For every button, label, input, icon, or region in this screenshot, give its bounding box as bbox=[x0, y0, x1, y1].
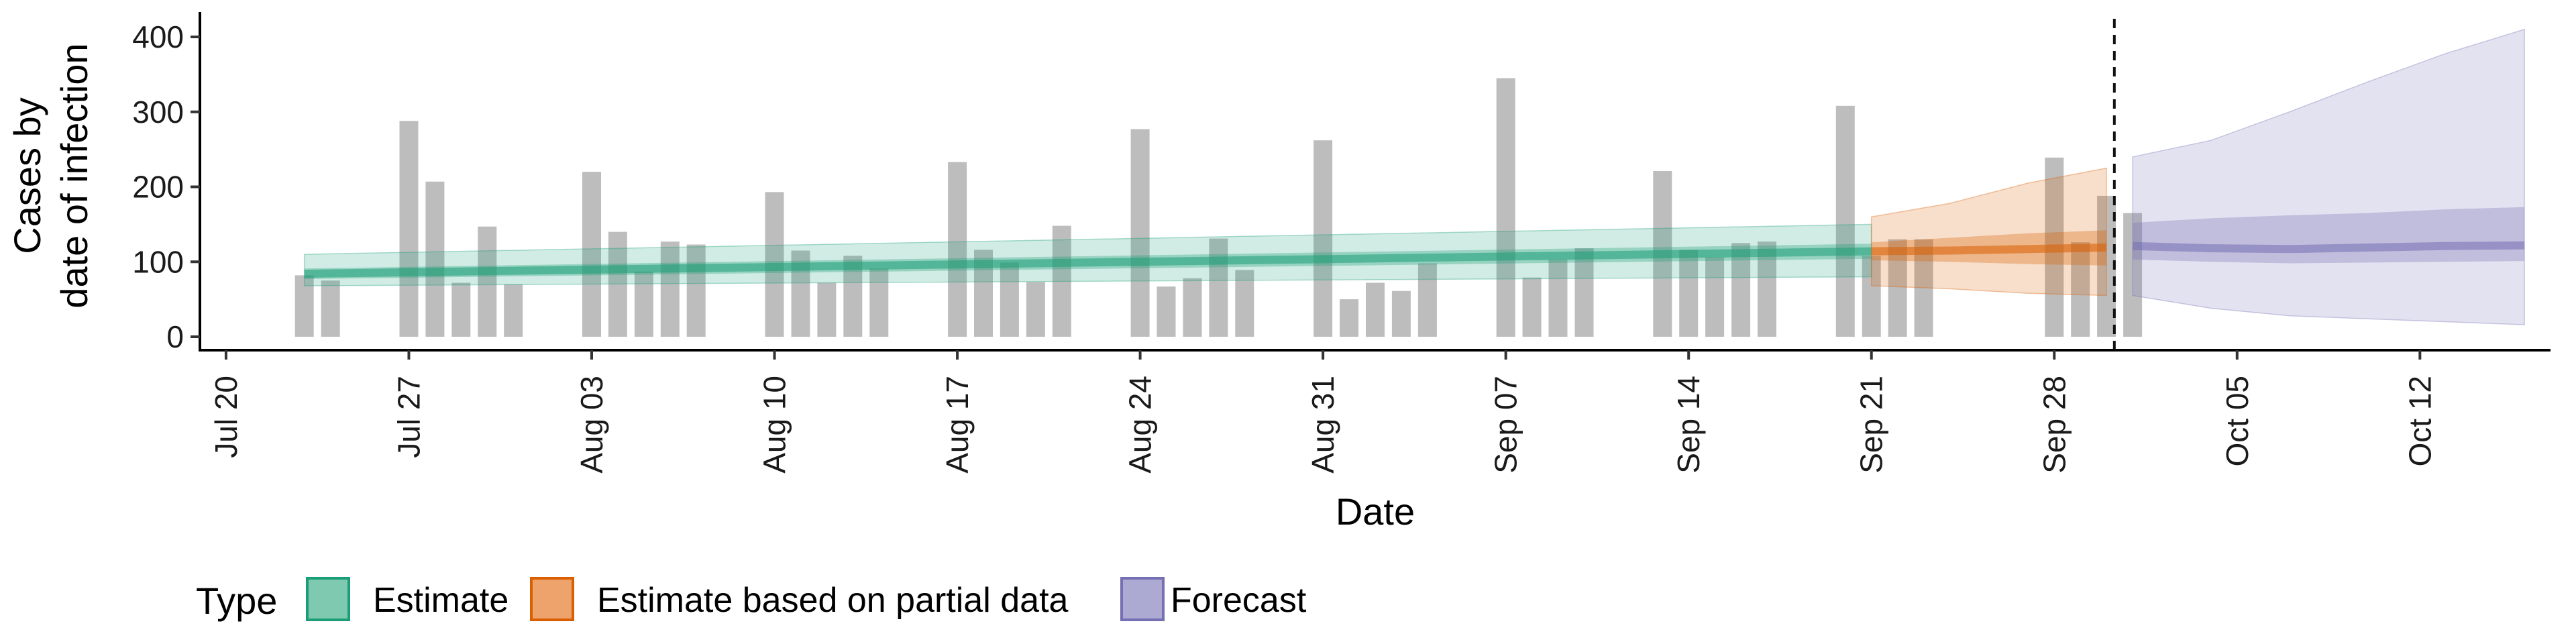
bar bbox=[608, 231, 627, 337]
legend: Type Estimate Estimate based on partial da… bbox=[196, 577, 1307, 622]
bar bbox=[451, 282, 471, 337]
x-tick-label: Jul 27 bbox=[391, 376, 426, 458]
x-tick-label: Aug 31 bbox=[1305, 376, 1340, 474]
x-tick-label: Oct 12 bbox=[2402, 376, 2437, 467]
bar bbox=[1522, 277, 1542, 337]
legend-key bbox=[1120, 577, 1165, 621]
legend-label: Estimate bbox=[373, 581, 508, 620]
median-line-estimate bbox=[304, 247, 1872, 278]
bar bbox=[1835, 105, 1855, 337]
legend-item: Estimate based on partial data bbox=[530, 577, 1069, 621]
bar bbox=[1157, 286, 1176, 337]
legend-item: Estimate bbox=[306, 577, 508, 621]
ribbon-90-forecast bbox=[2132, 28, 2525, 325]
y-tick-label: 200 bbox=[132, 170, 184, 205]
bar bbox=[2123, 213, 2143, 337]
legend-key bbox=[306, 577, 350, 621]
bar bbox=[1209, 238, 1228, 337]
bar bbox=[1313, 140, 1333, 337]
bar bbox=[1417, 263, 1437, 337]
legend-title: Type bbox=[196, 580, 277, 622]
bar bbox=[1758, 241, 1776, 337]
legend-label: Estimate based on partial data bbox=[597, 581, 1069, 620]
bar bbox=[504, 284, 523, 337]
bar bbox=[1000, 262, 1019, 337]
bar bbox=[478, 226, 497, 337]
bar bbox=[1574, 248, 1594, 337]
bar bbox=[399, 121, 419, 337]
bar bbox=[2097, 195, 2116, 337]
bar bbox=[1340, 299, 1359, 337]
bar bbox=[1391, 290, 1411, 337]
x-tick-label: Sep 28 bbox=[2037, 376, 2072, 474]
x-tick-label: Sep 07 bbox=[1489, 376, 1523, 474]
bar bbox=[1235, 270, 1254, 337]
bar bbox=[948, 162, 967, 337]
y-tick-label: 0 bbox=[166, 319, 184, 354]
bar bbox=[1130, 129, 1150, 337]
y-tick-label: 100 bbox=[132, 244, 184, 279]
legend-key bbox=[530, 577, 574, 621]
legend-item: Forecast bbox=[1120, 577, 1307, 621]
bar bbox=[1548, 259, 1568, 337]
bar bbox=[425, 181, 445, 337]
median-line-forecast bbox=[2132, 241, 2525, 254]
bar bbox=[1679, 250, 1699, 337]
y-tick-label: 400 bbox=[132, 19, 184, 54]
x-tick-label: Aug 24 bbox=[1123, 376, 1158, 474]
bar bbox=[294, 275, 314, 337]
x-tick-label: Sep 21 bbox=[1854, 376, 1889, 474]
bar bbox=[321, 280, 340, 337]
y-tick-label: 300 bbox=[132, 95, 184, 129]
plot-area bbox=[294, 19, 2525, 352]
bar bbox=[1705, 257, 1725, 337]
axes: 0 100 200 300 400 Jul 20 Jul 27 Aug 03 Aug 10 Aug… bbox=[132, 12, 2551, 474]
legend-label: Forecast bbox=[1171, 581, 1307, 620]
x-tick-label: Jul 20 bbox=[209, 376, 244, 458]
bar bbox=[686, 244, 706, 337]
bar bbox=[660, 241, 680, 337]
y-axis-title-line: Cases by bbox=[6, 97, 48, 254]
x-tick-label: Aug 03 bbox=[574, 376, 609, 474]
bar bbox=[1052, 225, 1071, 337]
x-tick-label: Oct 05 bbox=[2220, 376, 2255, 467]
bar bbox=[817, 282, 837, 337]
bar bbox=[1496, 78, 1515, 337]
bar bbox=[1862, 256, 1881, 337]
bar bbox=[1731, 243, 1751, 337]
x-tick-label: Aug 10 bbox=[757, 376, 792, 474]
bar bbox=[2071, 242, 2090, 337]
bar bbox=[869, 268, 889, 337]
x-axis-title: Date bbox=[1336, 490, 1415, 533]
ribbon-90-estimate-based-on-partial-data bbox=[1870, 167, 2107, 297]
bar bbox=[634, 271, 653, 337]
bar bbox=[582, 172, 601, 337]
bar bbox=[1026, 282, 1045, 337]
y-axis-title: Cases by date of infection bbox=[6, 43, 95, 308]
x-tick-label: Sep 14 bbox=[1671, 376, 1706, 474]
bar bbox=[1366, 282, 1385, 337]
bar bbox=[1914, 239, 1933, 337]
y-axis-title-line: date of infection bbox=[53, 43, 95, 308]
bar bbox=[1888, 239, 1907, 337]
x-tick-label: Aug 17 bbox=[940, 376, 975, 474]
median-line-estimate-based-on-partial-data bbox=[1871, 244, 2107, 256]
bar bbox=[1183, 278, 1202, 337]
